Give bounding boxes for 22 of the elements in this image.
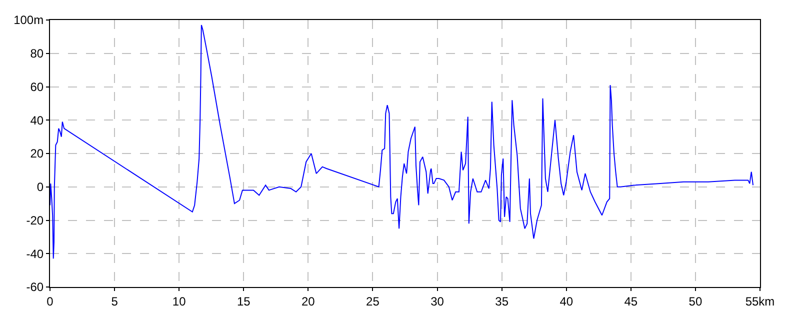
x-tick-label: 15 xyxy=(236,294,251,308)
y-tick-label: 60 xyxy=(30,80,44,94)
y-tick-label: 20 xyxy=(30,146,44,161)
x-tick-label: 10 xyxy=(172,294,186,308)
y-tick-label: -40 xyxy=(26,246,44,261)
x-tick-label: 30 xyxy=(430,294,444,308)
y-tick-label: -20 xyxy=(26,213,44,228)
x-tick-label: 45 xyxy=(624,294,638,308)
x-tick-label: 0 xyxy=(46,294,54,308)
x-tick-label: 40 xyxy=(560,294,574,308)
y-tick-label: 40 xyxy=(30,113,44,128)
x-tick-label: 25 xyxy=(366,294,380,308)
y-tick-label: 80 xyxy=(30,46,44,61)
y-tick-label: 100m xyxy=(14,13,44,28)
y-tick-label: -60 xyxy=(26,280,44,294)
x-tick-label: 35 xyxy=(495,294,509,308)
x-tick-label: 5 xyxy=(111,294,118,308)
y-tick-label: 0 xyxy=(36,180,44,194)
x-tick-label: 20 xyxy=(302,294,316,308)
x-tick-label: 55km xyxy=(745,294,775,308)
x-tick-label: 50 xyxy=(688,294,702,308)
line-series xyxy=(50,24,754,260)
